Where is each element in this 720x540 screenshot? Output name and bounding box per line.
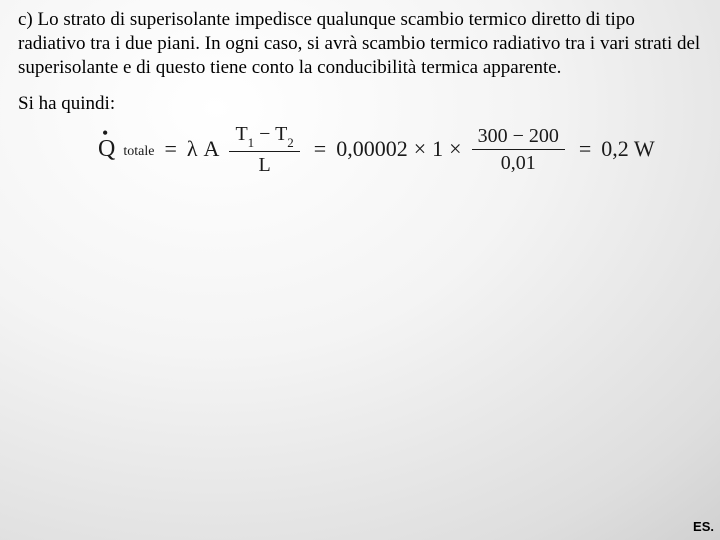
t2-letter: T (275, 123, 287, 145)
fraction-2: 300 − 200 0,01 (472, 125, 565, 174)
times-1: × (414, 136, 426, 162)
frac2-den: 0,01 (495, 150, 542, 174)
body-paragraph: c) Lo strato di superisolante impedisce … (18, 8, 702, 79)
t1-sub: 1 (248, 135, 255, 150)
frac2-num: 300 − 200 (472, 125, 565, 150)
lambda-symbol: λ (187, 136, 198, 162)
fraction-1: T1 − T2 L (229, 123, 299, 175)
frac1-den: L (253, 152, 277, 176)
val-lambda: 0,00002 (336, 136, 408, 162)
footer-label: ES. (693, 519, 714, 534)
minus-1: − (259, 123, 270, 145)
q-dot-symbol: • Q (98, 136, 115, 163)
t1-letter: T (235, 123, 247, 145)
equals-1: = (164, 136, 176, 162)
equation-block: • Q totale = λA T1 − T2 L = 0,00002 × 1 … (98, 123, 702, 175)
equals-3: = (579, 136, 591, 162)
val-a: 1 (432, 136, 443, 162)
times-2: × (449, 136, 461, 162)
q-subscript: totale (123, 144, 154, 160)
equals-2: = (314, 136, 326, 162)
t2-sub: 2 (287, 135, 294, 150)
lead-text: Si ha quindi: (18, 93, 702, 115)
result-value: 0,2 W (601, 136, 654, 162)
a-symbol: A (204, 136, 220, 162)
